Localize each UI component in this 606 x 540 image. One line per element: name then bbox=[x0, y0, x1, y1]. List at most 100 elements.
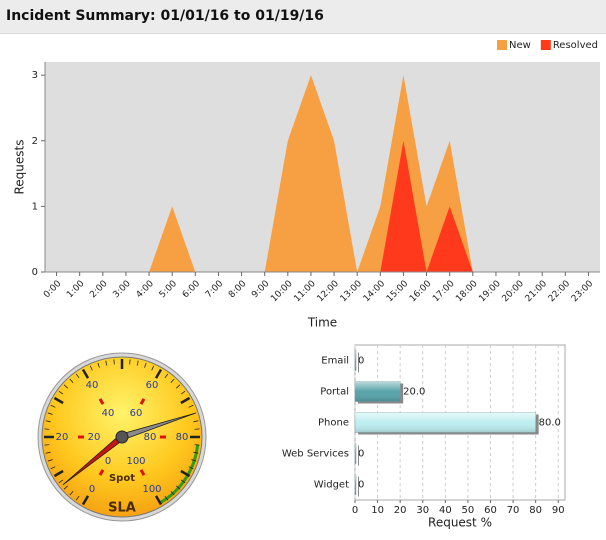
x-tick-label: 10:00 bbox=[269, 279, 295, 305]
gauge-minor-tick bbox=[75, 373, 80, 379]
gauge-minor-tick bbox=[75, 495, 80, 501]
gauge-minor-tick bbox=[144, 362, 147, 368]
gauge-minor-tick bbox=[45, 420, 51, 423]
x-tick-label: 2:00 bbox=[88, 279, 110, 301]
x-tick-label: 12:00 bbox=[316, 279, 342, 305]
gauge-minor-tick bbox=[58, 390, 64, 395]
gauge-hub bbox=[115, 430, 129, 444]
x-tick-label: 4:00 bbox=[135, 279, 157, 301]
gauge-minor-tick bbox=[136, 360, 139, 366]
gauge-minor-tick bbox=[194, 444, 200, 446]
gauge-minor-tick bbox=[175, 384, 181, 389]
x-tick-label: 16:00 bbox=[408, 279, 434, 305]
x-tick-label: 40 bbox=[439, 505, 452, 516]
inner-tick-label: 60 bbox=[130, 408, 143, 419]
gauge-minor-tick bbox=[81, 368, 90, 379]
inner-tick bbox=[139, 469, 146, 476]
header-title: Incident Summary: 01/01/16 to 01/19/16 bbox=[6, 8, 324, 24]
x-tick-label: 0 bbox=[352, 505, 358, 516]
gauge-series-label: SLA bbox=[108, 501, 136, 516]
legend-swatch bbox=[540, 40, 551, 50]
y-tick-label: Portal bbox=[320, 387, 349, 398]
gauge-minor-tick bbox=[53, 469, 64, 478]
gauge-minor-tick bbox=[113, 359, 115, 365]
gauge-minor-tick bbox=[164, 495, 169, 501]
gauge-minor-tick bbox=[191, 459, 197, 462]
y-tick-label: 3 bbox=[32, 70, 38, 81]
y-tick-label: Web Services bbox=[282, 449, 349, 460]
gauge-minor-tick bbox=[180, 396, 191, 405]
gauge-minor-tick bbox=[44, 444, 50, 446]
gauge-band bbox=[159, 444, 200, 505]
y-tick-label: Email bbox=[321, 356, 349, 367]
bar-gloss bbox=[355, 350, 356, 371]
gauge-minor-tick bbox=[105, 360, 108, 366]
inner-tick-label: 40 bbox=[102, 408, 115, 419]
x-tick-label: 60 bbox=[484, 505, 497, 516]
gauge-minor-tick bbox=[63, 384, 69, 389]
x-tick-label: 17:00 bbox=[431, 279, 457, 305]
gauge-minor-tick bbox=[180, 469, 191, 478]
value-label: 0 bbox=[358, 356, 364, 367]
x-tick-label: 22:00 bbox=[547, 279, 573, 305]
bar-shadow bbox=[358, 352, 359, 373]
x-tick-label: 21:00 bbox=[524, 279, 550, 305]
x-tick-label: 90 bbox=[552, 505, 565, 516]
value-label: 0 bbox=[358, 449, 364, 460]
legend-label: Resolved bbox=[553, 40, 598, 51]
legend-swatch bbox=[497, 40, 507, 50]
gauge-minor-tick bbox=[151, 365, 155, 371]
gauge-minor-tick bbox=[170, 490, 175, 496]
inner-tick bbox=[139, 398, 146, 405]
outer-tick-label: 100 bbox=[142, 484, 161, 495]
gauge-minor-tick bbox=[170, 378, 175, 384]
x-tick-label: 15:00 bbox=[385, 279, 411, 305]
y-tick-label: 0 bbox=[32, 267, 38, 278]
y-tick-label: 2 bbox=[32, 136, 38, 147]
x-tick-label: 30 bbox=[416, 505, 429, 516]
outer-tick-label: 80 bbox=[176, 432, 189, 443]
legend-label: New bbox=[509, 40, 531, 51]
x-tick-label: 0:00 bbox=[42, 279, 64, 301]
x-tick-label: 13:00 bbox=[339, 279, 365, 305]
inner-tick-label: 0 bbox=[105, 456, 111, 467]
gauge-minor-tick bbox=[154, 368, 163, 379]
gauge-minor-tick bbox=[188, 466, 194, 470]
x-axis-title: Request % bbox=[428, 516, 492, 530]
x-tick-label: 11:00 bbox=[292, 279, 318, 305]
gauge-minor-tick bbox=[89, 365, 93, 371]
x-tick-label: 14:00 bbox=[362, 279, 388, 305]
inner-tick bbox=[98, 469, 105, 476]
value-label: 0 bbox=[358, 480, 364, 491]
bar-gloss bbox=[355, 381, 401, 402]
gauge-minor-tick bbox=[97, 362, 100, 368]
x-tick-label: 18:00 bbox=[454, 279, 480, 305]
gauge-series-label: Spot bbox=[109, 473, 135, 484]
bar-shadow bbox=[358, 445, 359, 466]
x-tick-label: 20:00 bbox=[501, 279, 527, 305]
y-axis-title: Requests bbox=[13, 140, 27, 195]
gauge-minor-tick bbox=[188, 404, 194, 408]
gauge-minor-tick bbox=[81, 495, 90, 506]
gauge-minor-tick bbox=[50, 404, 56, 408]
gauge-minor-tick bbox=[180, 390, 186, 395]
gauge-minor-tick bbox=[53, 396, 64, 405]
bar-gloss bbox=[355, 412, 536, 433]
gauge-minor-tick bbox=[45, 451, 51, 454]
gauge-minor-tick bbox=[175, 485, 181, 490]
gauge-minor-tick bbox=[58, 479, 64, 484]
x-tick-label: 3:00 bbox=[111, 279, 133, 301]
bar-shadow bbox=[358, 476, 359, 497]
gauge-minor-tick bbox=[193, 451, 199, 454]
inner-tick-label: 100 bbox=[126, 456, 145, 467]
x-tick-label: 23:00 bbox=[570, 279, 596, 305]
inner-tick-label: 80 bbox=[144, 432, 157, 443]
x-tick-label: 7:00 bbox=[204, 279, 226, 301]
x-tick-label: 6:00 bbox=[181, 279, 203, 301]
y-tick-label: 1 bbox=[32, 201, 38, 212]
outer-tick-label: 60 bbox=[146, 380, 159, 391]
outer-tick-label: 0 bbox=[89, 484, 95, 495]
gauge-minor-tick bbox=[69, 490, 74, 496]
gauge-minor-tick bbox=[47, 412, 53, 415]
